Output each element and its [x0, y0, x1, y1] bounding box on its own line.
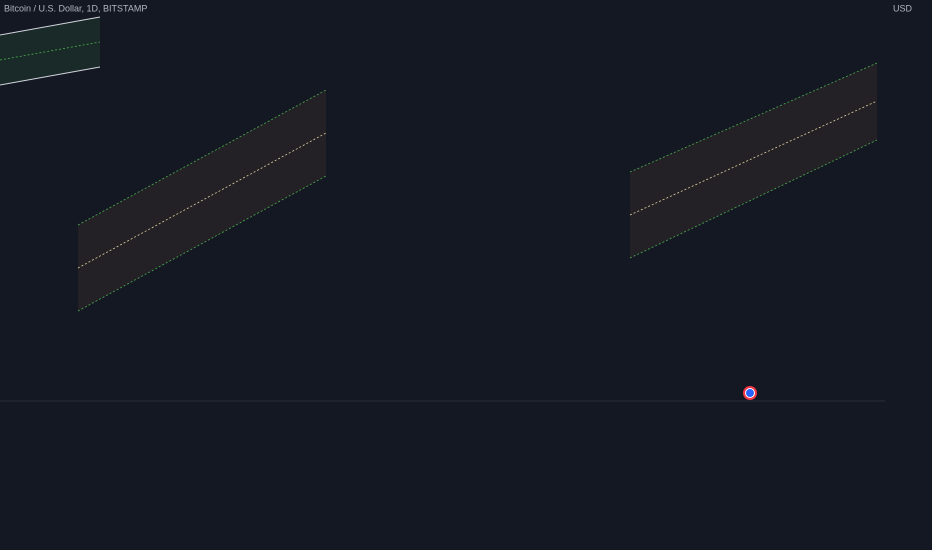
event-icon-inner[interactable]	[745, 388, 755, 398]
drawings	[0, 16, 878, 312]
event-icon[interactable]	[743, 386, 757, 400]
channel-line	[629, 62, 878, 173]
channel-line	[0, 16, 101, 36]
channel-line	[629, 100, 878, 216]
price-axis	[885, 0, 932, 550]
currency-label: USD	[893, 3, 913, 13]
channel-line	[77, 132, 327, 269]
channel-fill	[630, 63, 877, 258]
channel-line	[77, 175, 327, 312]
chart-title: Bitcoin / U.S. Dollar, 1D, BITSTAMP	[4, 3, 147, 13]
channel-line	[77, 89, 327, 226]
channel-line	[629, 139, 878, 259]
channel-line	[0, 66, 101, 86]
channel-line	[0, 41, 101, 61]
channel-fill	[0, 17, 100, 85]
